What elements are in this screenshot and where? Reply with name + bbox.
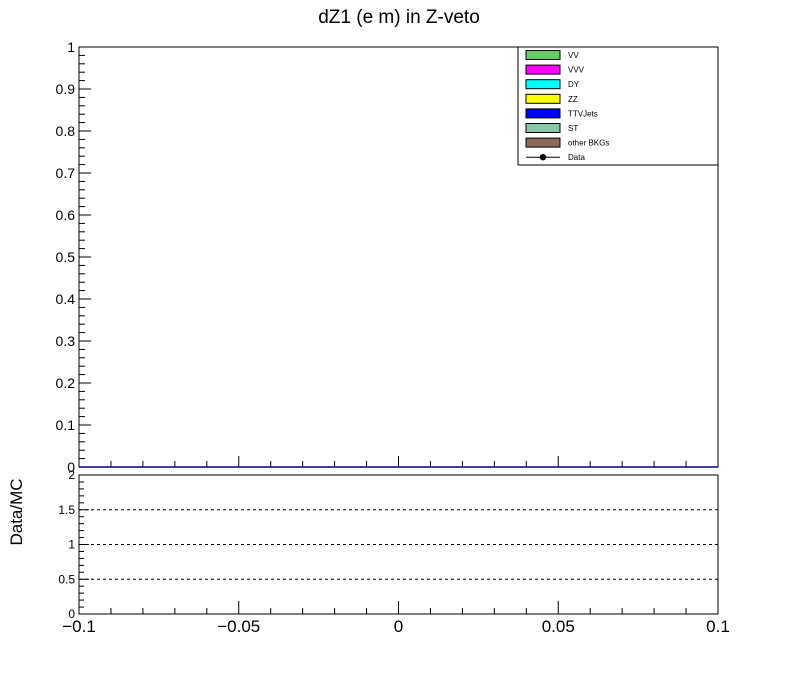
legend-swatch <box>525 137 561 148</box>
x-tick-label: −0.1 <box>62 617 96 636</box>
ratio-y-tick-label: 0.5 <box>58 572 75 586</box>
legend-swatch <box>525 123 561 133</box>
x-tick-label: 0.1 <box>706 617 730 636</box>
ratio-y-axis-label: Data/MC <box>7 478 26 545</box>
y-tick-label: 0.4 <box>56 291 76 307</box>
x-tick-label: 0 <box>394 617 403 636</box>
legend-swatch <box>525 50 561 60</box>
x-tick-label: 0.05 <box>542 617 575 636</box>
legend-label: VVV <box>568 66 585 75</box>
y-tick-label: 0.6 <box>56 207 76 223</box>
legend-label: TTVJets <box>568 109 598 118</box>
chart-title: dZ1 (e m) in Z-veto <box>318 7 480 28</box>
y-tick-label: 0.5 <box>56 249 76 265</box>
ratio-plot-area: 0 0.5 1 1.5 2 −0.1 −0.05 0 0.05 0.1 <box>58 468 730 636</box>
ratio-y-tick-label: 1 <box>68 538 75 552</box>
ratio-y-tick-label: 0 <box>68 607 75 621</box>
ratio-y-tick-label: 2 <box>68 468 75 482</box>
x-tick-label: −0.05 <box>217 617 260 636</box>
legend-label: Data <box>568 153 585 162</box>
y-tick-label: 1 <box>67 39 75 55</box>
legend-label: DY <box>568 80 580 89</box>
y-tick-label: 0.2 <box>56 375 76 391</box>
y-tick-label: 0.3 <box>56 333 76 349</box>
main-plot-area: 0 0.1 0.2 0.3 0.4 0.5 0.6 0.7 0.8 0.9 1 <box>56 39 719 475</box>
legend-swatch <box>525 79 561 90</box>
y-tick-label: 0.7 <box>56 165 76 181</box>
legend-label: other BKGs <box>568 139 609 148</box>
legend-swatch <box>525 64 561 75</box>
legend-swatch <box>525 93 561 104</box>
legend-label: ZZ <box>568 95 578 104</box>
legend-data-marker <box>539 154 547 161</box>
legend-label: VV <box>568 51 579 60</box>
y-tick-label: 0.9 <box>56 81 76 97</box>
y-tick-label: 0.8 <box>56 123 76 139</box>
ratio-y-tick-label: 1.5 <box>58 503 75 517</box>
y-tick-label: 0.1 <box>56 417 76 433</box>
y-tick-label: 0 <box>67 459 75 475</box>
legend-label: ST <box>568 124 578 133</box>
legend-swatch <box>525 108 561 119</box>
